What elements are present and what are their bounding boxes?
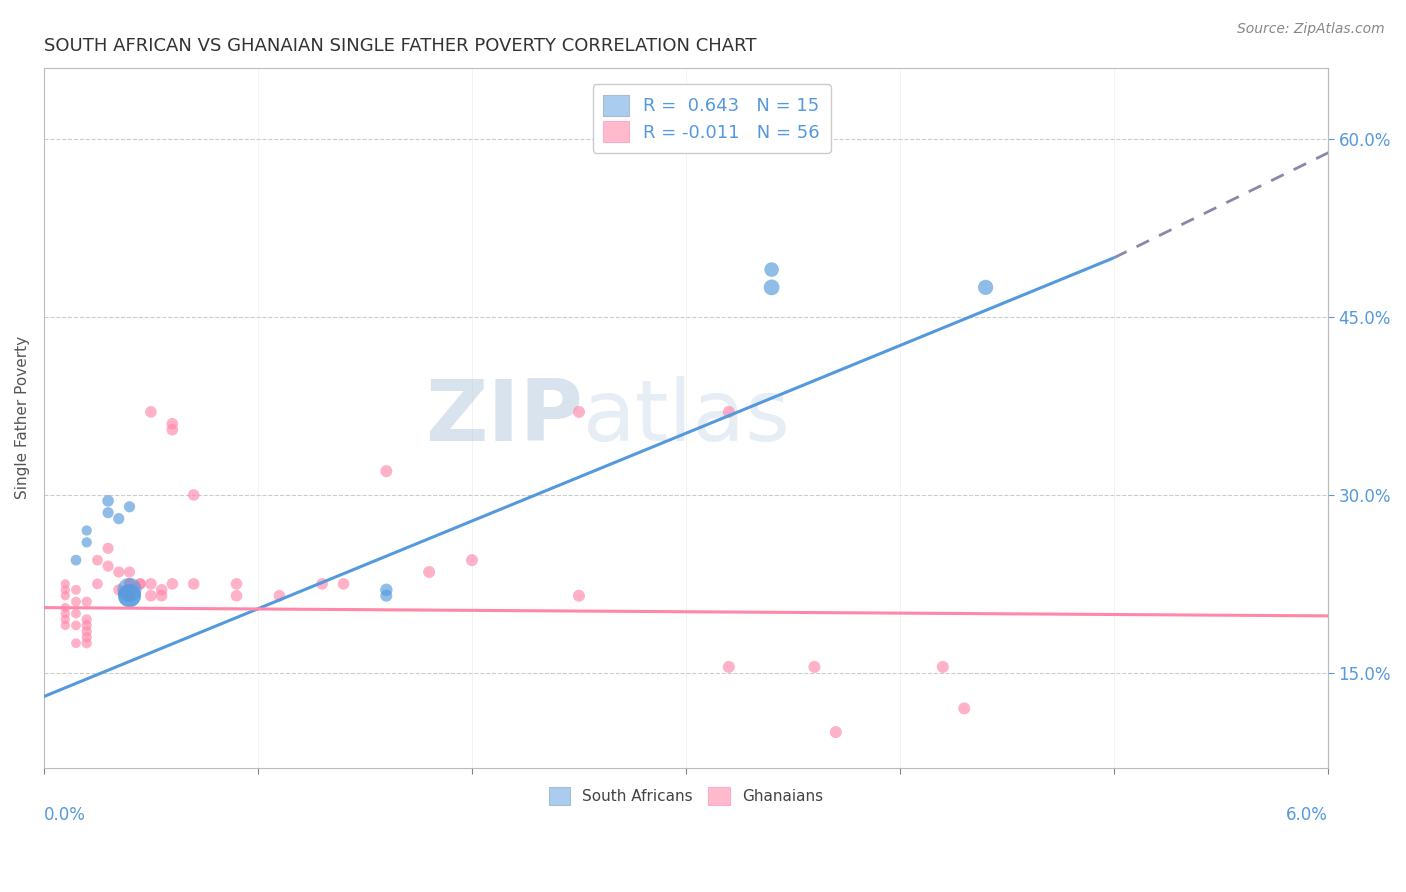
Point <box>65 582 87 597</box>
Point <box>375 582 398 597</box>
Point <box>107 582 129 597</box>
Point <box>86 553 108 567</box>
Point <box>65 553 87 567</box>
Point <box>53 607 76 621</box>
Point <box>107 565 129 579</box>
Point <box>53 577 76 591</box>
Point <box>375 589 398 603</box>
Point <box>183 488 205 502</box>
Point <box>53 589 76 603</box>
Point <box>225 577 247 591</box>
Point <box>118 577 141 591</box>
Point <box>150 582 173 597</box>
Y-axis label: Single Father Poverty: Single Father Poverty <box>15 336 30 500</box>
Point <box>129 577 152 591</box>
Point <box>76 636 98 650</box>
Point <box>129 577 152 591</box>
Point <box>803 660 825 674</box>
Point <box>97 506 120 520</box>
Point <box>139 577 162 591</box>
Point <box>118 589 141 603</box>
Point <box>150 589 173 603</box>
Point <box>65 607 87 621</box>
Point <box>761 280 783 294</box>
Text: ZIP: ZIP <box>426 376 583 459</box>
Point <box>53 618 76 632</box>
Point <box>717 405 740 419</box>
Point <box>162 423 184 437</box>
Point <box>139 405 162 419</box>
Point <box>107 511 129 525</box>
Point <box>568 589 591 603</box>
Point <box>761 262 783 277</box>
Point <box>225 589 247 603</box>
Point <box>53 612 76 626</box>
Point <box>332 577 354 591</box>
Point <box>375 464 398 478</box>
Point <box>65 636 87 650</box>
Point <box>97 541 120 556</box>
Point <box>932 660 955 674</box>
Point <box>418 565 440 579</box>
Text: 6.0%: 6.0% <box>1286 806 1329 824</box>
Point <box>53 600 76 615</box>
Point <box>461 553 484 567</box>
Text: Source: ZipAtlas.com: Source: ZipAtlas.com <box>1237 22 1385 37</box>
Point <box>311 577 333 591</box>
Point <box>86 577 108 591</box>
Point <box>118 577 141 591</box>
Point <box>118 589 141 603</box>
Point <box>717 660 740 674</box>
Point <box>568 405 591 419</box>
Point <box>76 618 98 632</box>
Point <box>53 582 76 597</box>
Point <box>269 589 291 603</box>
Point <box>162 417 184 431</box>
Point <box>162 577 184 591</box>
Text: atlas: atlas <box>583 376 792 459</box>
Point <box>139 589 162 603</box>
Point <box>76 630 98 644</box>
Legend: South Africans, Ghanaians: South Africans, Ghanaians <box>541 780 831 813</box>
Point <box>76 524 98 538</box>
Point <box>97 493 120 508</box>
Text: SOUTH AFRICAN VS GHANAIAN SINGLE FATHER POVERTY CORRELATION CHART: SOUTH AFRICAN VS GHANAIAN SINGLE FATHER … <box>44 37 756 55</box>
Point <box>76 535 98 549</box>
Point <box>65 618 87 632</box>
Point <box>118 565 141 579</box>
Text: 0.0%: 0.0% <box>44 806 86 824</box>
Point <box>974 280 997 294</box>
Point <box>953 701 976 715</box>
Point <box>118 500 141 514</box>
Point <box>76 612 98 626</box>
Point <box>183 577 205 591</box>
Point <box>118 589 141 603</box>
Point <box>824 725 846 739</box>
Point <box>76 624 98 639</box>
Point <box>65 595 87 609</box>
Point <box>97 559 120 574</box>
Point <box>118 582 141 597</box>
Point <box>76 595 98 609</box>
